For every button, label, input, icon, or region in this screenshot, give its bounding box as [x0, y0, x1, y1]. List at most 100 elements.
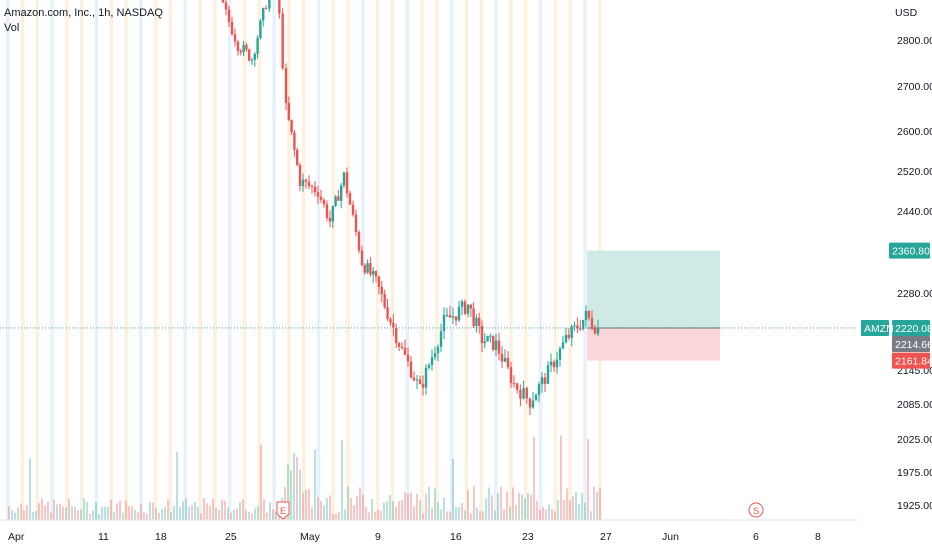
candle-body [564, 334, 568, 343]
volume-bar [341, 440, 343, 520]
candle-body [239, 51, 242, 53]
volume-bar [62, 506, 64, 520]
volume-bar [212, 498, 214, 520]
volume-bar [155, 508, 157, 520]
symbol-tag-bg [861, 319, 889, 336]
y-tick-label: 2085.00 [897, 399, 932, 411]
candle-body [369, 263, 372, 275]
volume-bar [101, 506, 103, 520]
y-tick-label: 1925.00 [897, 500, 932, 512]
volume-bar [389, 495, 391, 520]
candle-body [383, 293, 386, 308]
y-tick-label: 2025.00 [897, 434, 932, 446]
candle-body [380, 286, 383, 294]
volume-bar [17, 507, 19, 520]
candle-body [522, 387, 525, 399]
y-tick-label: 2280.00 [897, 288, 932, 300]
candle-body [342, 172, 346, 186]
volume-bar [470, 513, 472, 520]
x-tick-label: 16 [450, 531, 462, 543]
marker-label: E [280, 506, 286, 517]
candle-body [360, 250, 364, 266]
volume-bar [371, 499, 373, 520]
volume-bar [509, 507, 511, 520]
session-band [80, 0, 84, 520]
candle-body [549, 361, 553, 366]
volume-bar [191, 505, 193, 520]
symbol-title[interactable]: Amazon.com, Inc., 1h, NASDAQ [4, 7, 163, 19]
entry-price-tag: 2220.08 [895, 323, 932, 335]
candle-body [340, 185, 343, 201]
volume-bar [563, 499, 565, 520]
volume-bar [383, 502, 385, 520]
candle-body [457, 306, 461, 321]
volume-bar [506, 491, 508, 520]
volume-bar [482, 511, 484, 520]
volume-bar [365, 507, 367, 520]
volume-bar [467, 489, 469, 520]
candle-body [242, 44, 245, 53]
volume-bar [338, 511, 340, 520]
candle-body [506, 357, 510, 368]
candle-body [319, 196, 323, 200]
candle-body [224, 2, 228, 10]
candle-body [584, 310, 588, 320]
candle-body [430, 357, 434, 366]
volume-bar [305, 489, 307, 520]
volume-bar [554, 511, 556, 520]
volume-bar [443, 497, 445, 520]
session-band [213, 0, 217, 520]
volume-bar [254, 508, 256, 520]
volume-bar [215, 507, 217, 520]
volume-bar [95, 502, 97, 520]
volume-bar [71, 506, 73, 520]
session-band [272, 0, 276, 520]
y-tick-label: 2440.00 [897, 206, 932, 218]
volume-bar [494, 510, 496, 520]
candle-body [374, 271, 378, 277]
candle-body [278, 0, 281, 14]
volume-bar [503, 509, 505, 520]
volume-bar [425, 494, 427, 520]
volume-bar [161, 509, 163, 520]
volume-bar [236, 508, 238, 520]
session-band [316, 0, 321, 520]
volume-bar [185, 498, 187, 520]
session-band [154, 0, 158, 520]
y-tick-label: 2700.00 [897, 81, 932, 93]
volume-bar [248, 511, 250, 520]
candle-body [316, 192, 320, 197]
candle-body [307, 181, 311, 186]
candle-body [439, 331, 443, 347]
volume-bar [572, 496, 574, 520]
volume-bar [560, 435, 562, 520]
volume-bar [401, 500, 403, 520]
session-band [65, 0, 69, 520]
volume-bar [488, 487, 490, 520]
entry-price-tag-bg [892, 319, 930, 336]
y-tick-label: 2600.00 [897, 126, 932, 138]
candles [221, 0, 600, 416]
session-band [94, 0, 99, 520]
volume-bar [104, 506, 106, 520]
volume-bar [80, 509, 82, 520]
x-tick-label: 11 [98, 531, 109, 543]
candle-body [492, 335, 495, 350]
candle-body [570, 326, 573, 338]
candle-body [236, 41, 240, 52]
session-band [346, 0, 350, 520]
volume-bar [59, 503, 61, 520]
x-tick-label: May [300, 531, 321, 543]
candle-body [348, 193, 352, 205]
candle-body [516, 383, 519, 390]
candle-body [483, 341, 486, 344]
session-band [35, 0, 39, 520]
candle-body [248, 49, 251, 61]
volume-bar [203, 498, 205, 520]
volume-bar [110, 499, 112, 520]
candle-body [543, 377, 547, 384]
volume-bar [536, 500, 538, 520]
volume-label[interactable]: Vol [4, 22, 20, 34]
